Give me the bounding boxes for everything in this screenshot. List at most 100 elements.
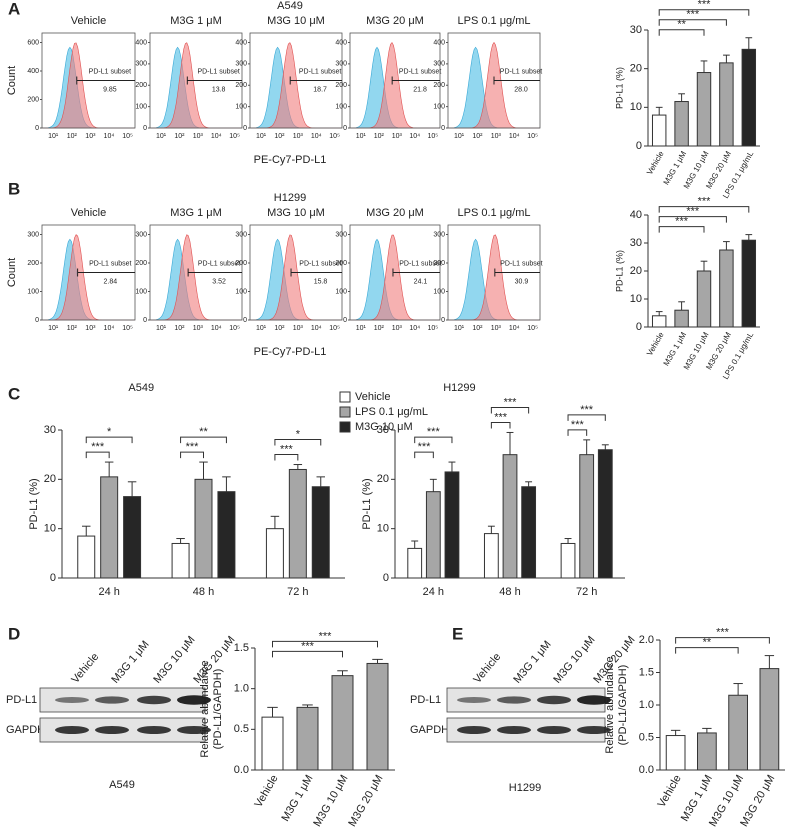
x-tick-label: 72 h [287, 586, 308, 598]
y-tick-label: 10 [377, 523, 389, 535]
panel-label: B [8, 179, 20, 198]
sig-bracket [658, 216, 727, 223]
sig-label: *** [698, 196, 712, 208]
sig-label: *** [580, 404, 594, 416]
sig-label: *** [698, 0, 712, 11]
flow-x-tick-label: 10⁵ [329, 325, 340, 332]
y-tick-label: 40 [630, 209, 642, 221]
flow-y-tick-label: 200 [433, 82, 445, 89]
blot-band [457, 697, 491, 703]
flow-curve-pdl1 [42, 234, 135, 321]
flow-x-tick-label: 10⁵ [329, 133, 340, 140]
flow-x-label: PE-Cy7-PD-L1 [254, 154, 327, 166]
y-axis-label: (PD-L1/GAPDH) [617, 665, 629, 746]
y-tick-label: 0.0 [234, 764, 249, 776]
sig-label: * [107, 426, 112, 438]
flow-x-tick-label: 10¹ [48, 133, 59, 140]
flow-x-tick-label: 10⁴ [409, 133, 420, 140]
panel-label: D [8, 624, 20, 643]
flow-y-tick-label: 300 [27, 231, 39, 238]
lane-label: Vehicle [471, 651, 503, 686]
bar [407, 547, 423, 579]
blot-row-label: PD-L1 [410, 694, 441, 706]
flow-y-tick-label: 0 [441, 125, 445, 132]
flow-x-tick-label: 10¹ [356, 325, 367, 332]
sig-bracket [85, 451, 110, 459]
sig-bracket [274, 439, 322, 446]
cell-line: A549 [109, 779, 135, 791]
sig-bracket [272, 650, 343, 658]
blot-row-label: PD-L1 [6, 694, 37, 706]
bar [261, 716, 284, 771]
bar [728, 694, 748, 771]
sig-label: *** [675, 216, 689, 228]
sig-bracket [85, 436, 133, 444]
x-tick-label: Vehicle [645, 330, 666, 357]
sig-bracket [658, 206, 750, 213]
flow-y-tick-label: 100 [335, 288, 347, 295]
blot-band [537, 695, 571, 705]
sig-label: *** [571, 419, 585, 431]
y-tick-label: 1.5 [639, 666, 654, 678]
sig-label: *** [91, 441, 105, 453]
sig-label: *** [301, 640, 315, 652]
flow-y-tick-label: 200 [27, 260, 39, 267]
flow-y-tick-label: 0 [143, 317, 147, 324]
panel-label: E [452, 624, 463, 643]
flow-y-tick-label: 100 [335, 103, 347, 110]
sig-label: *** [280, 443, 294, 455]
blot-band [177, 726, 211, 734]
bar [759, 668, 780, 771]
sig-bracket [658, 19, 727, 26]
sig-label: ** [677, 19, 686, 31]
flow-y-tick-label: 100 [27, 288, 39, 295]
flow-x-tick-label: 10³ [392, 133, 403, 140]
flow-x-tick-label: 10⁴ [104, 325, 115, 332]
blot-band [577, 726, 611, 734]
flow-x-tick-label: 10⁵ [229, 133, 240, 140]
sig-bracket [567, 429, 588, 436]
blot-band [497, 696, 531, 704]
x-tick-label: M3G 10 μM [311, 773, 350, 829]
gate-label: PD-L1 subset [299, 68, 341, 75]
bar [171, 542, 190, 579]
flow-x-tick-label: 10⁵ [229, 325, 240, 332]
sig-bracket [658, 226, 705, 233]
bar [444, 471, 460, 579]
flow-title: H1299 [274, 192, 306, 204]
flow-x-tick-label: 10¹ [48, 325, 59, 332]
flow-x-tick-label: 10⁴ [409, 325, 420, 332]
sig-label: *** [427, 426, 441, 438]
flow-x-tick-label: 10⁵ [527, 133, 538, 140]
y-axis-label: PD-L1 (%) [614, 67, 624, 109]
y-tick-label: 1.0 [234, 683, 249, 695]
x-tick-label: Vehicle [645, 149, 666, 176]
bar [651, 114, 667, 147]
y-tick-label: 20 [630, 63, 642, 75]
flow-curve-pdl1 [150, 42, 242, 129]
x-tick-label: Vehicle [656, 773, 684, 810]
bar [265, 528, 284, 579]
gate-value: 15.8 [314, 278, 328, 285]
x-tick-label: M3G 20 μM [346, 773, 385, 829]
flow-y-tick-label: 300 [433, 231, 445, 238]
bar [288, 468, 307, 579]
bar [100, 476, 119, 579]
sig-label: ** [703, 637, 712, 649]
flow-x-tick-label: 10⁵ [122, 133, 133, 140]
bar [719, 249, 734, 328]
flow-plot-title: M3G 20 μM [366, 15, 424, 27]
y-tick-label: 2.0 [639, 634, 654, 646]
flow-y-tick-label: 0 [441, 317, 445, 324]
flow-y-tick-label: 300 [235, 61, 247, 68]
bar [331, 675, 354, 771]
flow-y-tick-label: 400 [433, 39, 445, 46]
lane-label: M3G 1 μM [511, 639, 553, 686]
blot-band [497, 726, 531, 734]
lane-label: Vehicle [69, 651, 101, 686]
panel-label: C [8, 384, 20, 403]
sig-bracket [675, 647, 739, 654]
flow-x-tick-label: 10² [274, 133, 285, 140]
y-tick-label: 0 [50, 572, 56, 584]
legend-label: M3G 10 μM [355, 421, 413, 433]
